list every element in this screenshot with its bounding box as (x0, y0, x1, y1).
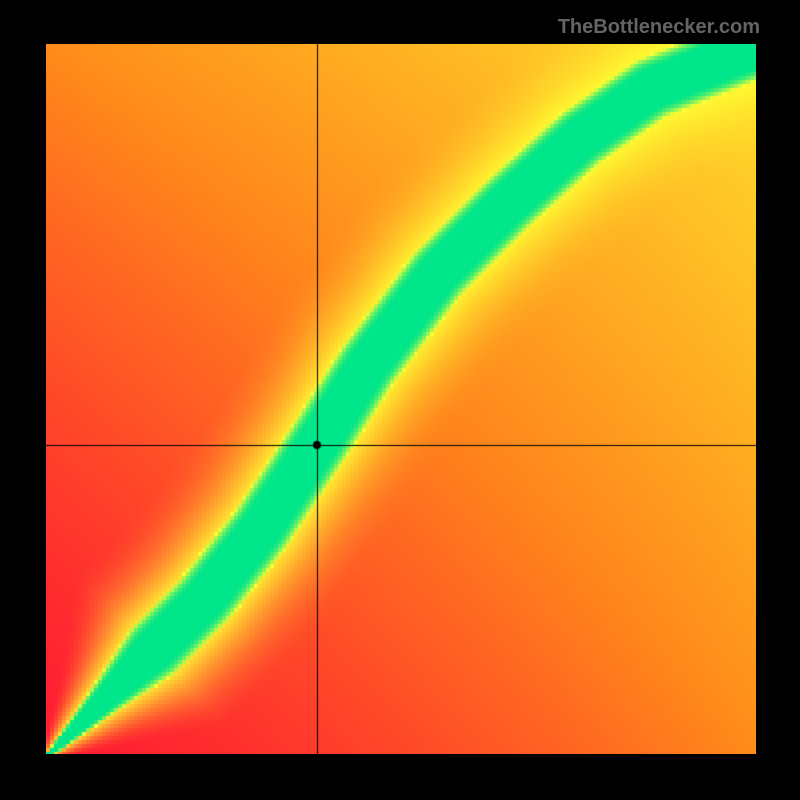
bottleneck-heatmap (46, 44, 756, 754)
watermark-text: TheBottlenecker.com (558, 16, 760, 39)
